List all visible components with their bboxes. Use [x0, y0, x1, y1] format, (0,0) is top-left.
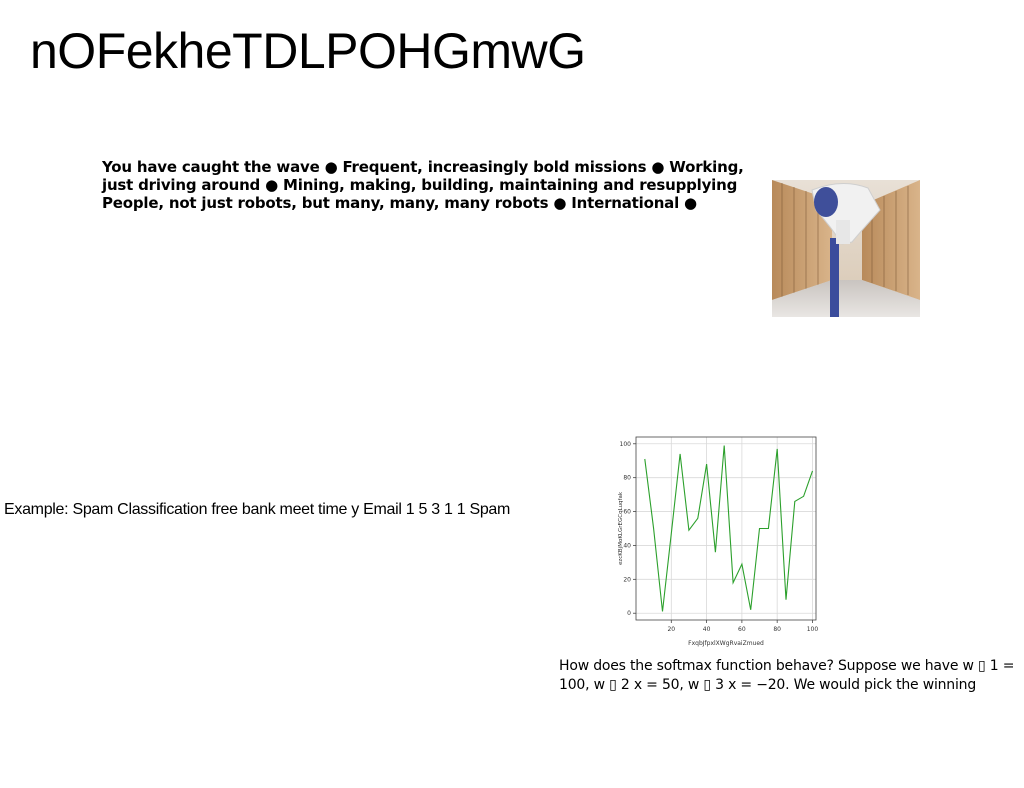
x-tick-label: 60	[738, 626, 746, 633]
series-line	[644, 445, 814, 612]
page-title: nOFekheTDLPOHGmwG	[30, 23, 586, 79]
x-axis-label: FxqbJfpxlXWgRvaiZmued	[688, 640, 764, 647]
person-photo-icon	[772, 180, 920, 317]
y-tick-label: 20	[623, 576, 631, 583]
x-tick-label: 40	[703, 626, 711, 633]
y-tick-label: 80	[623, 475, 631, 482]
x-tick-label: 100	[807, 626, 819, 633]
example-text: Example: Spam Classification free bank m…	[4, 501, 511, 518]
y-tick-label: 100	[620, 441, 632, 448]
y-tick-label: 60	[623, 509, 631, 516]
bullet-text-block: You have caught the wave ● Frequent, inc…	[102, 158, 744, 212]
y-tick-label: 0	[627, 610, 631, 617]
x-tick-label: 80	[773, 626, 781, 633]
line-chart: 20 40 60 80 100 0 20 40 60 80 100 FxqbJfpxlXWgRvaiZ…	[610, 432, 822, 650]
softmax-text: How does the softmax function behave? Su…	[559, 658, 1015, 693]
y-axis-label: ezcKBjMoKLGrEGCqLuqfak	[618, 491, 624, 565]
plot-frame	[635, 436, 817, 621]
y-tick-label: 40	[623, 542, 631, 549]
x-tick-label: 20	[667, 626, 675, 633]
